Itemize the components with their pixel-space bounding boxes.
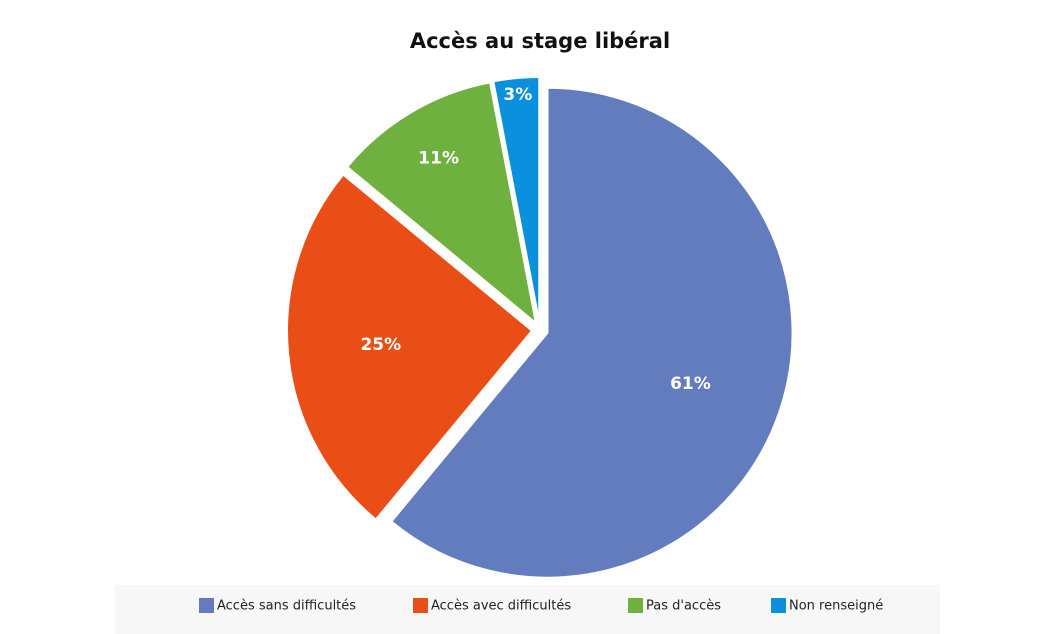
pie-slice — [345, 81, 538, 326]
legend-swatch — [413, 598, 428, 613]
value-label: 3% — [503, 85, 532, 105]
pie-slice — [492, 76, 541, 323]
legend-label: Accès avec difficultés — [431, 599, 571, 614]
legend-label: Non renseigné — [789, 599, 883, 614]
legend-label: Accès sans difficultés — [217, 599, 356, 614]
value-label: 25% — [360, 335, 401, 355]
legend-swatch — [628, 598, 643, 613]
value-label: 61% — [670, 374, 711, 394]
legend-band — [115, 585, 940, 634]
legend-swatch — [199, 598, 214, 613]
pie-slice — [286, 173, 534, 521]
value-label: 11% — [418, 149, 459, 169]
pie-slice — [389, 86, 794, 579]
legend-label: Pas d'accès — [646, 599, 721, 614]
legend-swatch — [771, 598, 786, 613]
chart-title: Accès au stage libéral — [410, 29, 670, 53]
